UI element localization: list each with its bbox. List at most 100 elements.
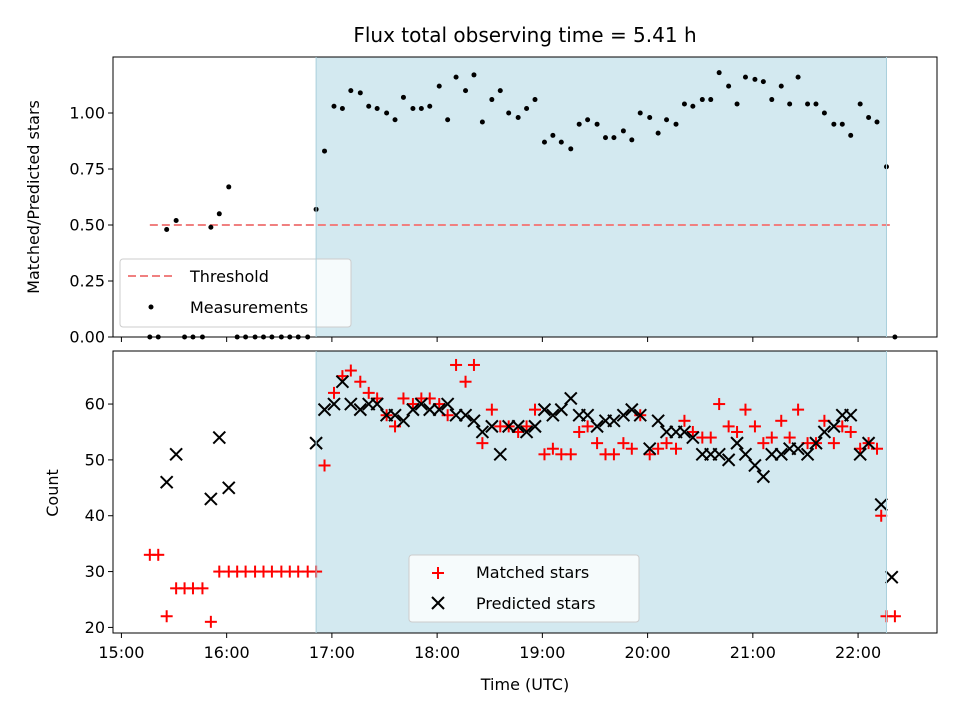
predicted-star-marker bbox=[414, 397, 429, 411]
predicted-star-marker bbox=[554, 402, 569, 417]
measurement-point bbox=[708, 97, 714, 103]
measurement-point bbox=[673, 121, 679, 127]
matched-star-marker bbox=[757, 437, 770, 450]
marker-stroke bbox=[861, 436, 876, 450]
measurement-point bbox=[331, 103, 337, 109]
marker-stroke bbox=[353, 402, 368, 417]
measurement-point bbox=[752, 76, 758, 82]
predicted-star-marker bbox=[212, 430, 226, 445]
predicted-star-marker bbox=[791, 442, 805, 456]
marker-stroke bbox=[546, 408, 560, 422]
predicted-star-marker bbox=[159, 475, 174, 489]
matched-legend-swatch bbox=[432, 567, 444, 579]
marker-stroke bbox=[519, 425, 534, 439]
marker-stroke bbox=[853, 447, 867, 462]
bottom-y-ticks: 20 30 40 50 60 bbox=[85, 395, 113, 637]
marker-stroke bbox=[590, 419, 604, 434]
measurement-point bbox=[778, 83, 784, 89]
measurement-point bbox=[357, 90, 363, 96]
predicted-star-marker bbox=[800, 447, 815, 462]
measurement-point bbox=[655, 130, 661, 136]
bottom-panel: 20 30 40 50 60 15:00 16:00 17:00 18:00 19:00 20:0… bbox=[43, 350, 938, 694]
marker-stroke bbox=[327, 397, 341, 411]
measurement-point bbox=[742, 74, 748, 80]
measurement-point bbox=[463, 88, 469, 94]
bottom-axes-frame bbox=[112, 350, 938, 634]
x-tick-label: 15:00 bbox=[98, 643, 144, 662]
measurement-point bbox=[787, 101, 793, 107]
predicted-star-marker bbox=[458, 408, 473, 422]
measurement-point bbox=[216, 211, 222, 217]
predicted-star-marker bbox=[501, 419, 516, 434]
matched-star-marker bbox=[827, 437, 840, 450]
measurement-point bbox=[400, 94, 406, 100]
matched-star-marker bbox=[643, 448, 656, 461]
measurement-point bbox=[647, 114, 653, 120]
predicted-star-marker bbox=[344, 397, 358, 411]
measurement-point bbox=[384, 110, 390, 116]
predicted-star-marker bbox=[730, 436, 744, 450]
marker-stroke bbox=[528, 419, 542, 434]
predicted-star-marker bbox=[616, 408, 631, 422]
marker-stroke bbox=[580, 408, 595, 422]
matched-star-marker bbox=[731, 425, 744, 438]
marker-stroke bbox=[809, 436, 823, 450]
marker-stroke bbox=[633, 408, 647, 422]
measurements-legend-label: Measurements bbox=[190, 298, 308, 317]
measurement-point bbox=[173, 218, 179, 224]
marker-stroke bbox=[885, 570, 899, 584]
measurement-point bbox=[532, 97, 538, 103]
matched-star-marker bbox=[836, 420, 849, 433]
measurement-point bbox=[453, 74, 459, 80]
predicted-star-marker bbox=[370, 397, 384, 411]
predicted-star-marker bbox=[475, 425, 490, 439]
predicted-star-marker bbox=[874, 497, 888, 512]
matched-star-marker bbox=[336, 370, 349, 383]
measurement-point bbox=[410, 106, 416, 112]
marker-stroke bbox=[212, 430, 226, 445]
bottom-legend-box bbox=[408, 554, 640, 623]
marker-stroke bbox=[616, 408, 631, 422]
matched-star-marker bbox=[660, 437, 673, 450]
predicted-star-marker bbox=[677, 425, 692, 439]
matched-star-marker bbox=[406, 398, 419, 411]
matched-star-marker bbox=[704, 431, 717, 444]
measurement-point bbox=[813, 101, 819, 107]
bottom-legend: Matched stars Predicted stars bbox=[408, 554, 640, 623]
measurement-point bbox=[874, 119, 880, 125]
matched-star-marker bbox=[607, 448, 620, 461]
predicted-star-marker bbox=[590, 419, 604, 434]
measurement-point bbox=[603, 135, 609, 141]
predicted-star-marker bbox=[885, 570, 899, 584]
measurement-point bbox=[726, 83, 732, 89]
predicted-star-marker bbox=[519, 425, 534, 439]
predicted-star-marker bbox=[546, 408, 560, 422]
predicted-star-marker bbox=[327, 397, 341, 411]
measurement-point bbox=[805, 101, 811, 107]
marker-stroke bbox=[843, 408, 858, 422]
marker-stroke bbox=[607, 414, 621, 428]
marker-stroke bbox=[642, 442, 657, 456]
matched-star-marker bbox=[888, 610, 901, 623]
top-axes-frame bbox=[112, 56, 938, 338]
predicted-star-marker bbox=[511, 419, 525, 434]
predicted-star-marker bbox=[580, 408, 595, 422]
marker-stroke bbox=[414, 397, 429, 411]
predicted-star-marker bbox=[642, 442, 657, 456]
matched-star-marker bbox=[875, 509, 888, 522]
marker-stroke bbox=[370, 397, 384, 411]
marker-stroke bbox=[485, 419, 499, 434]
matched-star-marker bbox=[739, 403, 752, 416]
predicted-star-marker bbox=[651, 414, 665, 428]
x-tick-label: 22:00 bbox=[835, 643, 881, 662]
matched-star-marker bbox=[152, 548, 165, 561]
top-legend: Threshold Measurements bbox=[119, 258, 352, 328]
matched-star-marker bbox=[652, 442, 665, 455]
marker-stroke bbox=[449, 408, 463, 422]
y-tick-label: 0.50 bbox=[69, 216, 105, 235]
top-panel: Flux total observing time = 5.41 h 0.000… bbox=[24, 23, 938, 347]
matched-star-marker bbox=[528, 403, 541, 416]
matched-star-marker bbox=[564, 448, 577, 461]
matched-star-marker bbox=[581, 420, 594, 433]
marker-stroke bbox=[467, 414, 481, 428]
